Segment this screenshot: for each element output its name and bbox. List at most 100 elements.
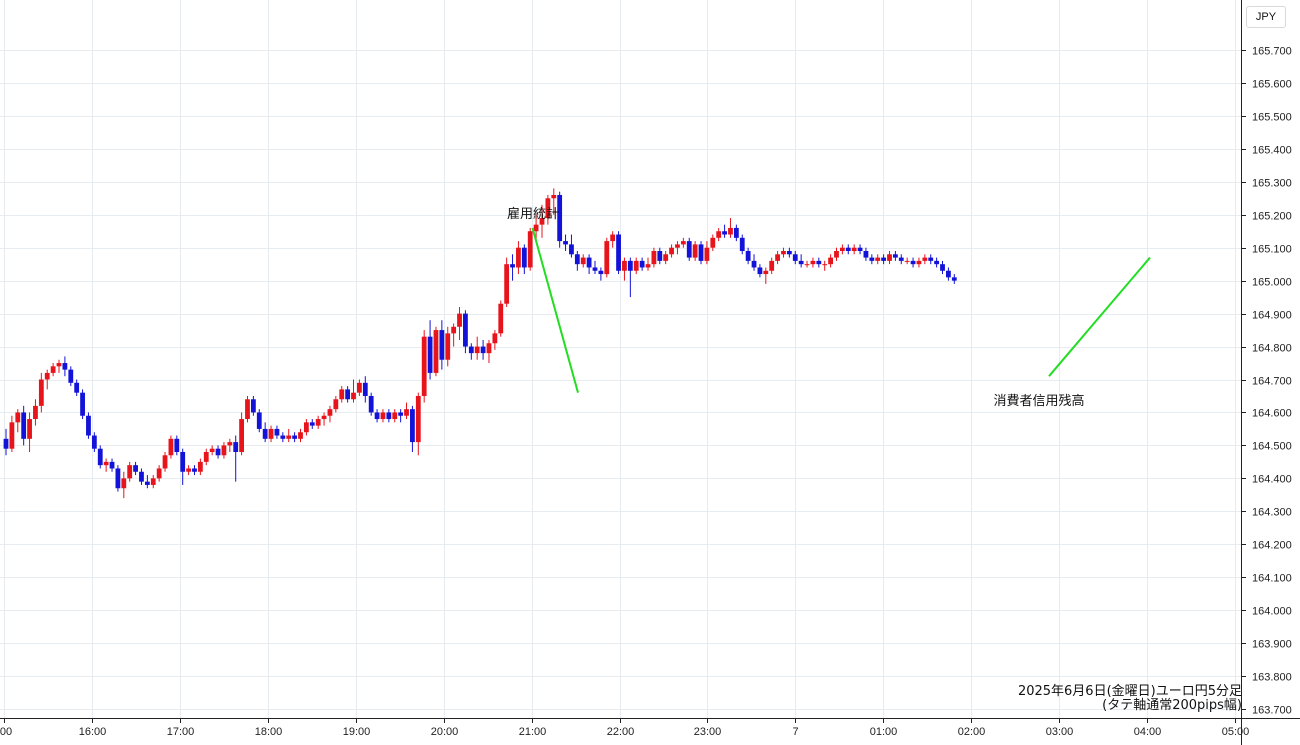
candle-body [845, 247, 851, 251]
candle [928, 254, 934, 265]
candle-body [97, 448, 103, 466]
candle [781, 247, 786, 258]
candle [633, 257, 639, 275]
candle-body [27, 419, 32, 439]
candle [262, 422, 268, 443]
candle [109, 458, 115, 472]
candle-body [557, 194, 563, 242]
candle-body [468, 346, 474, 354]
candle-body [192, 468, 197, 472]
candle-body [692, 244, 698, 258]
candle-body [580, 257, 586, 265]
candle [327, 405, 333, 423]
candle [268, 425, 274, 443]
x-tick-label: :00 [0, 726, 12, 738]
candle [569, 234, 574, 258]
candle-body [109, 461, 115, 469]
candle-body [763, 270, 769, 275]
candle [680, 237, 686, 248]
candle [810, 257, 816, 268]
candle-body [657, 250, 663, 261]
y-tick-label: 163.900 [1252, 639, 1292, 651]
candle [86, 412, 91, 439]
candle [374, 409, 380, 423]
candle-body [951, 277, 957, 281]
candle [345, 386, 351, 403]
annotation-line [531, 227, 579, 393]
candle [651, 247, 657, 268]
candle [504, 257, 510, 308]
candle [274, 425, 280, 439]
candle [881, 254, 887, 265]
x-tick-label: 7 [792, 726, 798, 738]
candle-body [857, 247, 863, 251]
candle [904, 257, 910, 265]
y-tick-label: 165.400 [1252, 145, 1292, 157]
candle [557, 191, 563, 248]
candle [415, 392, 421, 456]
candle [362, 376, 368, 403]
candle [657, 247, 663, 265]
candle-body [209, 448, 215, 452]
candle [133, 461, 138, 476]
candle-body [239, 419, 244, 452]
candle-body [463, 313, 468, 347]
candle-body [139, 471, 144, 482]
candle-body [15, 412, 21, 423]
candle [33, 399, 38, 426]
candle [686, 237, 692, 261]
candle [663, 250, 669, 265]
y-tick-label: 164.200 [1252, 540, 1292, 552]
candle-body [645, 264, 651, 268]
candle [215, 445, 221, 459]
candle [804, 260, 810, 268]
candle-body [751, 260, 757, 268]
candle [486, 339, 492, 364]
y-tick-label: 164.300 [1252, 507, 1292, 519]
candle-body [386, 412, 392, 420]
candle [510, 254, 515, 281]
candle-body [940, 264, 945, 271]
candle [704, 241, 710, 265]
candle-body [598, 270, 604, 275]
candle-body [86, 415, 91, 436]
candle [498, 300, 504, 337]
candle [922, 254, 928, 265]
candle [303, 419, 309, 436]
candle-body [180, 451, 186, 472]
candle-body [563, 241, 568, 245]
candle-body [728, 227, 733, 235]
candle-body [698, 244, 704, 261]
candle-body [892, 254, 898, 258]
candle [256, 409, 262, 433]
candle-body [80, 392, 85, 416]
y-tick-label: 164.900 [1252, 310, 1292, 322]
candle-body [174, 438, 180, 452]
candle-body [274, 428, 280, 436]
candle-body [869, 257, 875, 261]
candle [545, 194, 551, 225]
candle [209, 445, 215, 456]
candle-body [533, 224, 539, 232]
candle [468, 343, 474, 360]
candle [197, 458, 203, 476]
candle [427, 320, 433, 380]
y-tick-label: 165.300 [1252, 178, 1292, 190]
candle-body [380, 412, 386, 420]
candle [474, 336, 480, 360]
candle-body [604, 241, 610, 275]
candle-body [327, 409, 333, 416]
candle-body [298, 432, 303, 439]
candle-body [427, 336, 433, 373]
candle [56, 359, 62, 373]
candle-body [303, 422, 309, 433]
candle [627, 257, 633, 298]
candle-body [745, 250, 751, 261]
x-tick-label: 01:00 [870, 726, 898, 738]
x-tick-label: 04:00 [1134, 726, 1162, 738]
currency-badge[interactable]: JPY [1246, 6, 1286, 28]
candle [798, 254, 804, 268]
candle-body [221, 445, 227, 456]
candle [710, 234, 716, 251]
